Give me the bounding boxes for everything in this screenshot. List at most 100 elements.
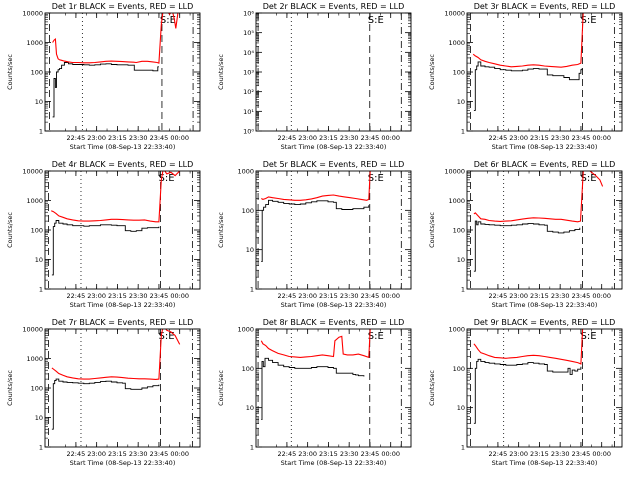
y-axis-label: Counts/sec (217, 370, 225, 406)
marker-label: S:E (160, 15, 176, 26)
series-line-events (51, 220, 160, 276)
plot-frame (44, 12, 201, 132)
y-tick-label: 100 (31, 385, 43, 393)
x-tick-label: 23:00 (298, 134, 317, 142)
detector-panel-9: Det 9r BLACK = Events, RED = LLD Counts/s… (428, 318, 623, 467)
series-group (473, 171, 604, 272)
y-tick-label: 1000 (26, 355, 43, 363)
x-axis-label: Start Time (08-Sep-13 22:33:40) (281, 301, 387, 309)
series-group (472, 13, 584, 111)
y-tick-label: 1 (39, 444, 43, 452)
x-axis-label: Start Time (08-Sep-13 22:33:40) (492, 301, 598, 309)
y-tick-label: 10 (246, 404, 254, 412)
x-tick-label: 23:30 (340, 292, 359, 300)
x-tick-label: 23:00 (87, 134, 106, 142)
x-tick-label: 23:15 (530, 134, 549, 142)
x-axis-label: Start Time (08-Sep-13 22:33:40) (492, 143, 598, 151)
x-tick-label: 00:00 (592, 134, 611, 142)
y-tick-label: 1000 (448, 326, 465, 334)
y-tick-label: 10000 (22, 10, 43, 18)
x-tick-label: 23:30 (129, 450, 148, 458)
panel-title: Det 5r BLACK = Events, RED = LLD (263, 160, 405, 169)
x-tick-label: 23:15 (108, 450, 127, 458)
x-tick-label: 23:30 (340, 450, 359, 458)
y-axis-label: Counts/sec (428, 212, 436, 248)
x-tick-label: 23:45 (572, 292, 591, 300)
y-tick-label: 1 (461, 128, 465, 136)
x-tick-label: 23:30 (340, 134, 359, 142)
x-tick-label: 23:30 (551, 450, 570, 458)
series-group (473, 329, 584, 424)
x-tick-label: 23:15 (319, 134, 338, 142)
x-tick-label: 23:15 (108, 292, 127, 300)
y-tick-label: 100 (31, 227, 43, 235)
series-line-lld (473, 171, 604, 223)
y-tick-label: 10 (246, 246, 254, 254)
y-tick-label: 1000 (448, 39, 465, 47)
y-tick-label: 1000 (237, 326, 254, 334)
x-axis-label: Start Time (08-Sep-13 22:33:40) (70, 459, 176, 467)
marker-label: S:E (581, 173, 597, 184)
panel-title: Det 3r BLACK = Events, RED = LLD (474, 2, 616, 11)
y-axis-label: Counts/sec (6, 212, 14, 248)
series-line-lld (472, 13, 584, 68)
y-tick-label: 100 (453, 365, 465, 373)
series-line-lld (50, 171, 181, 223)
y-tick-label: 10⁴ (243, 49, 254, 57)
x-tick-label: 23:00 (509, 292, 528, 300)
y-tick-label: 10 (457, 256, 465, 264)
series-line-lld (51, 329, 181, 380)
y-tick-label: 10² (243, 88, 254, 96)
x-tick-label: 23:45 (361, 450, 380, 458)
x-tick-label: 23:15 (319, 292, 338, 300)
x-tick-label: 22:45 (67, 450, 86, 458)
detector-panel-8: Det 8r BLACK = Events, RED = LLD Counts/s… (217, 318, 412, 467)
series-line-lld (260, 329, 371, 359)
x-tick-label: 00:00 (170, 292, 189, 300)
x-tick-label: 23:45 (150, 292, 169, 300)
y-tick-label: 1000 (26, 39, 43, 47)
x-axis-label: Start Time (08-Sep-13 22:33:40) (281, 143, 387, 151)
panel-title: Det 9r BLACK = Events, RED = LLD (474, 318, 616, 327)
y-tick-label: 10 (457, 404, 465, 412)
x-tick-label: 22:45 (489, 134, 508, 142)
y-tick-label: 10000 (22, 168, 43, 176)
detector-panel-2: Det 2r BLACK = Events, RED = LLD Counts/s… (217, 2, 412, 151)
detector-panel-3: Det 3r BLACK = Events, RED = LLD Counts/s… (428, 2, 623, 151)
marker-label: S:E (581, 15, 597, 26)
x-axis-label: Start Time (08-Sep-13 22:33:40) (281, 459, 387, 467)
detector-panel-5: Det 5r BLACK = Events, RED = LLD Counts/s… (217, 160, 412, 309)
y-tick-label: 100 (453, 227, 465, 235)
plot-frame (44, 328, 201, 448)
x-tick-label: 23:30 (129, 134, 148, 142)
series-line-lld (261, 171, 371, 201)
x-tick-label: 23:15 (530, 292, 549, 300)
y-tick-label: 100 (242, 207, 254, 215)
plot-frame (255, 170, 412, 290)
x-tick-label: 23:45 (572, 134, 591, 142)
y-tick-label: 10⁵ (243, 29, 254, 37)
marker-label: S:E (159, 331, 175, 342)
x-tick-label: 23:00 (298, 450, 317, 458)
panel-title: Det 7r BLACK = Events, RED = LLD (52, 318, 194, 327)
series-line-lld (52, 13, 179, 64)
x-tick-label: 23:15 (530, 450, 549, 458)
x-axis-label: Start Time (08-Sep-13 22:33:40) (70, 143, 176, 151)
marker-label: S:E (368, 173, 384, 184)
x-tick-label: 23:30 (129, 292, 148, 300)
series-group (50, 171, 181, 276)
x-tick-label: 23:45 (361, 292, 380, 300)
plot-frame (466, 170, 623, 290)
y-tick-label: 10 (35, 414, 43, 422)
x-tick-label: 00:00 (170, 134, 189, 142)
x-tick-label: 23:00 (509, 450, 528, 458)
x-tick-label: 22:45 (278, 134, 297, 142)
x-tick-label: 23:45 (572, 450, 591, 458)
y-tick-label: 10⁶ (243, 10, 254, 18)
x-axis-label: Start Time (08-Sep-13 22:33:40) (70, 301, 176, 309)
y-axis-label: Counts/sec (6, 370, 14, 406)
y-tick-label: 10¹ (243, 108, 254, 116)
detector-panel-6: Det 6r BLACK = Events, RED = LLD Counts/s… (428, 160, 623, 309)
y-tick-label: 1000 (237, 168, 254, 176)
